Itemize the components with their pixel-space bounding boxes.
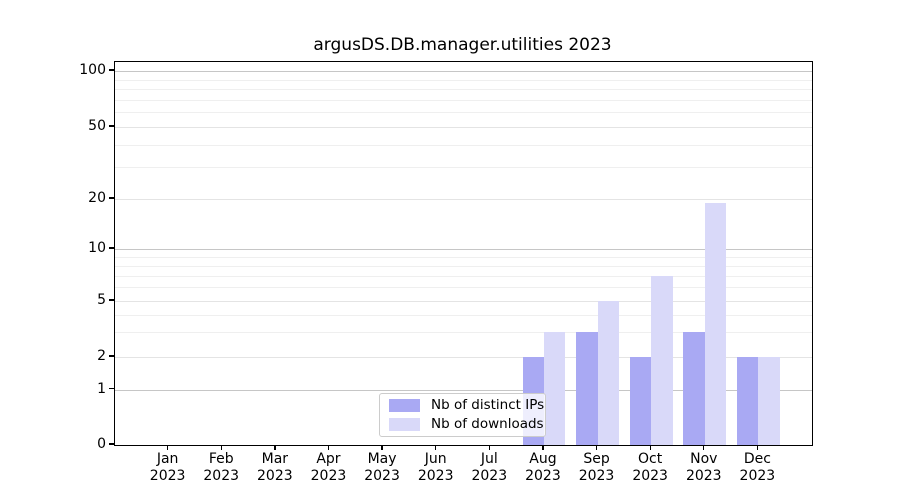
x-tick-year: 2023 (632, 467, 668, 484)
y-tick-label: 0 (97, 436, 106, 452)
x-tick-label: Dec 2023 (725, 451, 789, 484)
y-tick-mark (109, 197, 114, 199)
x-tick-mark (542, 445, 544, 450)
bar-distinct-ips (629, 357, 652, 445)
y-tick-mark (109, 125, 114, 127)
bar-downloads (758, 357, 780, 445)
minor-gridline (115, 99, 812, 101)
x-tick-year: 2023 (525, 467, 561, 484)
x-tick-year: 2023 (203, 467, 240, 484)
x-tick-label: Jun 2023 (404, 451, 468, 484)
y-tick-label: 100 (79, 62, 106, 78)
x-tick-mark (327, 445, 330, 450)
x-tick-year: 2023 (739, 467, 776, 484)
y-tick-label: 2 (97, 348, 106, 364)
y-tick-mark (109, 355, 114, 357)
legend-label: Nb of distinct IPs (431, 397, 545, 413)
x-tick-year: 2023 (310, 467, 347, 484)
legend: Nb of distinct IPs Nb of downloads (379, 393, 546, 437)
minor-gridline (115, 265, 812, 267)
x-tick-mark (167, 445, 169, 450)
bar-downloads (651, 275, 673, 445)
x-tick-year: 2023 (149, 467, 186, 484)
x-tick-mark (488, 445, 490, 450)
minor-gridline (115, 275, 812, 277)
minor-gridline (115, 79, 812, 81)
y-tick-label: 10 (88, 240, 106, 256)
labeled-gridline (115, 127, 812, 128)
x-tick-year: 2023 (364, 467, 400, 484)
labeled-gridline (115, 357, 812, 358)
bar-downloads (597, 301, 619, 445)
labeled-gridline (115, 199, 812, 200)
x-tick-mark (274, 445, 276, 450)
x-tick-mark (595, 445, 598, 450)
minor-gridline (115, 256, 812, 258)
y-tick-label: 50 (88, 118, 106, 134)
minor-gridline (115, 314, 812, 316)
y-tick-mark (109, 387, 114, 390)
y-tick-label: 5 (97, 292, 106, 308)
minor-gridline (115, 89, 812, 91)
x-tick-mark (381, 445, 383, 450)
bar-distinct-ips (736, 357, 759, 445)
x-tick-label: Nov 2023 (672, 451, 736, 484)
x-tick-mark (649, 445, 651, 450)
x-tick-year: 2023 (685, 467, 722, 484)
x-tick-label: Oct 2023 (618, 451, 682, 484)
decade-gridline (115, 249, 812, 250)
y-tick-mark (109, 69, 114, 71)
x-tick-label: May 2023 (350, 451, 414, 484)
distinct-ips-swatch-icon (389, 399, 420, 412)
x-tick-year: 2023 (257, 467, 293, 484)
legend-item-distinct-ips: Nb of distinct IPs (389, 398, 544, 413)
y-tick-mark (109, 299, 114, 301)
y-tick-mark (109, 247, 114, 249)
labeled-gridline (115, 301, 812, 302)
decade-gridline (115, 389, 812, 391)
x-tick-mark (703, 445, 705, 450)
bar-distinct-ips (576, 332, 598, 445)
x-tick-label: Jul 2023 (457, 451, 521, 484)
legend-item-downloads: Nb of downloads (389, 417, 544, 432)
bar-downloads (543, 332, 566, 445)
x-tick-label: Feb 2023 (189, 451, 253, 484)
minor-gridline (115, 287, 812, 289)
x-tick-year: 2023 (578, 467, 615, 484)
y-tick-label: 20 (88, 190, 106, 206)
x-tick-label: Mar 2023 (243, 451, 307, 484)
x-tick-label: Aug 2023 (511, 451, 575, 484)
legend-label: Nb of downloads (431, 416, 544, 432)
x-tick-mark (220, 445, 222, 450)
decade-gridline (115, 71, 812, 72)
x-tick-year: 2023 (417, 467, 454, 484)
minor-gridline (115, 112, 812, 114)
x-tick-label: Apr 2023 (296, 451, 360, 484)
minor-gridline (115, 167, 812, 169)
x-tick-year: 2023 (471, 467, 508, 484)
bar-distinct-ips (683, 332, 705, 445)
chart-title: argusDS.DB.manager.utilities 2023 (313, 35, 612, 55)
minor-gridline (115, 332, 812, 334)
x-tick-mark (756, 445, 759, 450)
x-tick-label: Jan 2023 (136, 451, 200, 484)
x-tick-mark (435, 445, 437, 450)
y-tick-mark (109, 443, 114, 445)
bar-downloads (704, 202, 727, 445)
downloads-swatch-icon (389, 418, 420, 431)
x-tick-label: Sep 2023 (565, 451, 629, 484)
plot-area (114, 61, 813, 446)
y-tick-label: 1 (97, 380, 106, 397)
minor-gridline (115, 144, 812, 146)
